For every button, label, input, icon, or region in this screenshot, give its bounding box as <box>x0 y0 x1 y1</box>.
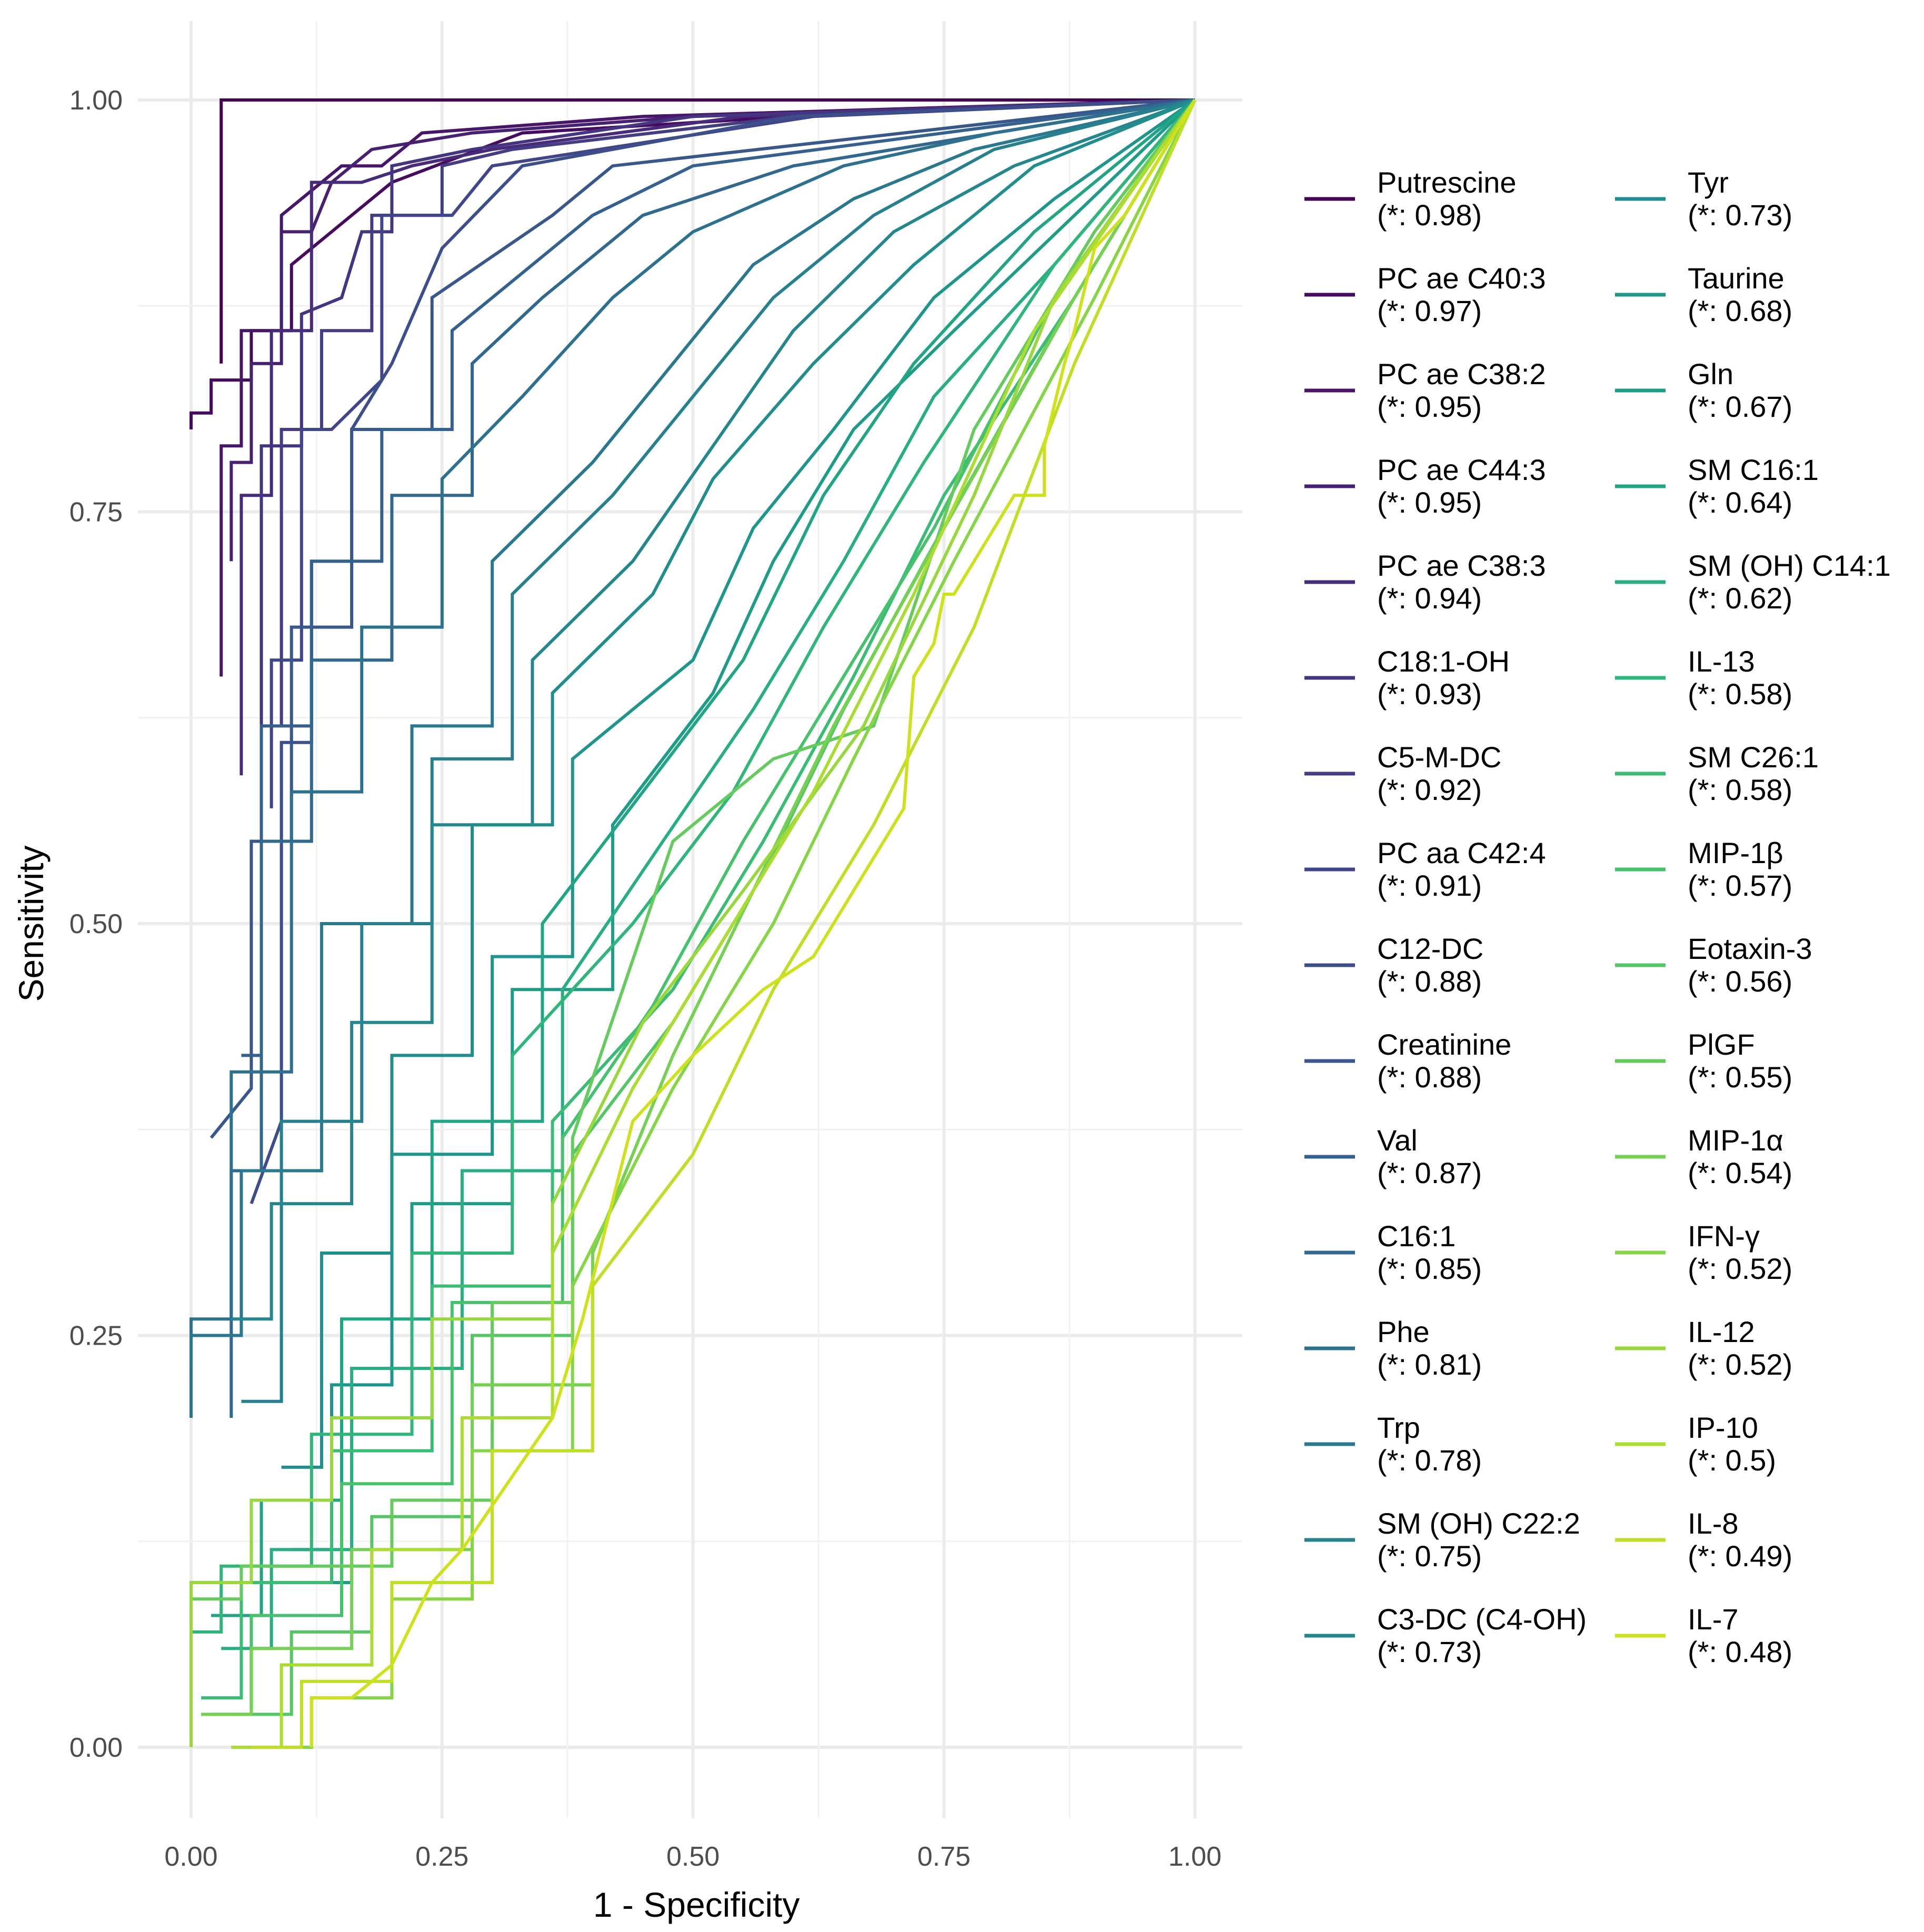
legend-auc: (*: 0.94) <box>1377 582 1482 615</box>
roc-curve-12 <box>190 98 1195 1418</box>
legend-label: IL-7 <box>1688 1603 1739 1636</box>
legend-auc: (*: 0.55) <box>1688 1060 1792 1094</box>
legend-label: IL-13 <box>1688 645 1755 678</box>
legend-label: SM C26:1 <box>1688 740 1819 774</box>
legend-label: PlGF <box>1688 1028 1755 1061</box>
y-tick-label: 0.00 <box>69 1733 123 1763</box>
legend-auc: (*: 0.57) <box>1688 869 1792 902</box>
roc-curve-9 <box>210 98 1195 1139</box>
legend-label: Val <box>1377 1124 1418 1157</box>
y-tick-label: 0.50 <box>69 909 123 939</box>
legend-label: SM C16:1 <box>1688 453 1819 486</box>
roc-curve-28 <box>190 99 1197 1747</box>
legend-auc: (*: 0.75) <box>1377 1539 1482 1573</box>
x-tick-label: 0.00 <box>164 1841 217 1872</box>
roc-curves <box>190 98 1197 1749</box>
legend-auc: (*: 0.58) <box>1688 677 1792 710</box>
legend-auc: (*: 0.52) <box>1688 1348 1792 1381</box>
roc-curve-3 <box>230 98 1195 562</box>
legend-label: Creatinine <box>1377 1028 1511 1061</box>
legend-label: MIP-1β <box>1688 836 1783 869</box>
x-tick-label: 0.75 <box>918 1841 971 1872</box>
roc-curve-30 <box>251 99 1197 1749</box>
legend-label: C3-DC (C4-OH) <box>1377 1603 1587 1636</box>
roc-curve-15 <box>231 98 1196 1321</box>
x-tick-label: 0.50 <box>666 1841 720 1872</box>
legend-label: Taurine <box>1688 262 1785 295</box>
roc-curve-31 <box>310 99 1197 1747</box>
legend-auc: (*: 0.78) <box>1377 1444 1482 1477</box>
roc-curve-11 <box>230 98 1195 1418</box>
legend-auc: (*: 0.64) <box>1688 486 1792 519</box>
x-tick-label: 1.00 <box>1168 1841 1221 1872</box>
y-axis-title: Sensitivity <box>12 845 51 1002</box>
legend-auc: (*: 0.49) <box>1688 1539 1792 1573</box>
legend-label: MIP-1α <box>1688 1124 1783 1157</box>
legend-label: IP-10 <box>1688 1411 1758 1444</box>
legend-auc: (*: 0.58) <box>1688 773 1792 806</box>
legend-label: Tyr <box>1688 166 1729 199</box>
y-tick-label: 0.25 <box>69 1321 123 1352</box>
legend-auc: (*: 0.92) <box>1377 773 1482 806</box>
legend-auc: (*: 0.98) <box>1377 198 1482 232</box>
x-axis-title: 1 - Specificity <box>593 1885 800 1924</box>
legend-label: C5-M-DC <box>1377 740 1501 774</box>
legend-label: C16:1 <box>1377 1219 1456 1253</box>
legend-label: Gln <box>1688 357 1733 391</box>
y-axis-ticks: 0.00 0.25 0.50 0.75 1.00 <box>69 85 123 1763</box>
legend-label: Phe <box>1377 1315 1430 1348</box>
legend-auc: (*: 0.88) <box>1377 1060 1482 1094</box>
roc-curve-6 <box>280 98 1195 726</box>
x-axis-ticks: 0.00 0.25 0.50 0.75 1.00 <box>164 1841 1221 1872</box>
legend-label: C18:1-OH <box>1377 645 1510 678</box>
roc-curve-10 <box>241 98 1195 1057</box>
legend-auc: (*: 0.73) <box>1377 1635 1482 1668</box>
x-tick-label: 0.25 <box>415 1841 468 1872</box>
legend-label: IL-8 <box>1688 1507 1739 1540</box>
legend-label: Eotaxin-3 <box>1688 932 1812 965</box>
legend-auc: (*: 0.62) <box>1688 582 1792 615</box>
legend-label: SM (OH) C14:1 <box>1688 549 1891 582</box>
legend-auc: (*: 0.97) <box>1377 294 1482 327</box>
legend-auc: (*: 0.56) <box>1688 965 1792 998</box>
legend-auc: (*: 0.93) <box>1377 677 1482 710</box>
legend-auc: (*: 0.73) <box>1688 198 1792 232</box>
legend-auc: (*: 0.91) <box>1377 869 1482 902</box>
legend-auc: (*: 0.52) <box>1688 1252 1792 1285</box>
legend-label: SM (OH) C22:2 <box>1377 1507 1580 1540</box>
legend-label: IL-12 <box>1688 1315 1755 1348</box>
legend-label: PC ae C38:3 <box>1377 549 1546 582</box>
legend-auc: (*: 0.95) <box>1377 390 1482 423</box>
legend-label: PC ae C38:2 <box>1377 357 1546 391</box>
legend-label: IFN-γ <box>1688 1219 1760 1253</box>
legend-label: Trp <box>1377 1411 1420 1444</box>
y-tick-label: 1.00 <box>69 85 123 116</box>
roc-curve-2 <box>220 98 1195 677</box>
legend-auc: (*: 0.67) <box>1688 390 1792 423</box>
roc-curve-20 <box>221 99 1197 1650</box>
legend-auc: (*: 0.95) <box>1377 486 1482 519</box>
roc-curve-0 <box>220 98 1195 364</box>
legend-label: C12-DC <box>1377 932 1483 965</box>
roc-curve-17 <box>291 98 1196 1551</box>
legend-auc: (*: 0.85) <box>1377 1252 1482 1285</box>
legend-auc: (*: 0.88) <box>1377 965 1482 998</box>
roc-curve-16 <box>281 98 1196 1469</box>
legend-auc: (*: 0.87) <box>1377 1156 1482 1189</box>
roc-curve-14 <box>241 98 1195 1403</box>
legend-auc: (*: 0.68) <box>1688 294 1792 327</box>
legend-label: PC aa C42:4 <box>1377 836 1546 869</box>
legend-auc: (*: 0.5) <box>1688 1444 1776 1477</box>
legend-label: PC ae C44:3 <box>1377 453 1546 486</box>
legend-auc: (*: 0.54) <box>1688 1156 1792 1189</box>
roc-curve-13 <box>190 98 1195 1369</box>
legend-auc: (*: 0.48) <box>1688 1635 1792 1668</box>
legend-label: PC ae C40:3 <box>1377 262 1546 295</box>
legend-label: Putrescine <box>1377 166 1517 199</box>
legend: Putrescine(*: 0.98) PC ae C40:3(*: 0.97) P… <box>1304 166 1891 1668</box>
roc-curve-5 <box>260 98 1195 973</box>
legend-auc: (*: 0.81) <box>1377 1348 1482 1381</box>
y-tick-label: 0.75 <box>69 497 123 528</box>
